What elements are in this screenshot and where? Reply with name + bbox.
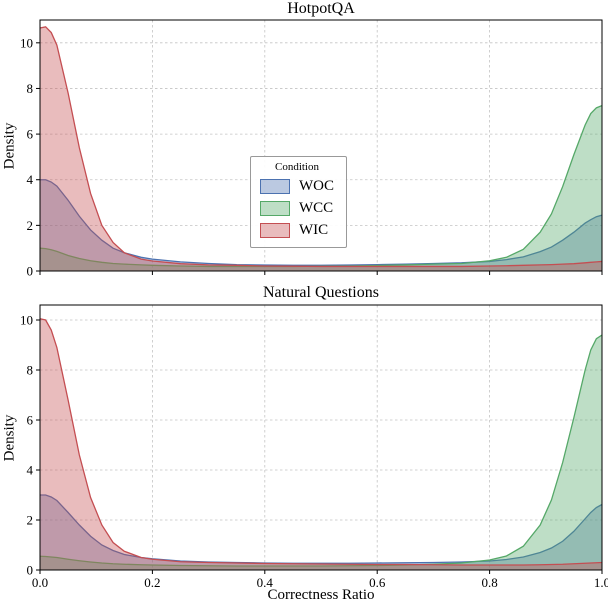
y-tick-label: 6 (27, 413, 34, 428)
y-tick-label: 8 (27, 81, 34, 96)
subplot-title-hotpotqa: HotpotQA (287, 0, 355, 17)
subplot-1: 0 2 4 6 8 10 0.0 0.2 0.4 0.6 0.8 1.0 (20, 304, 608, 590)
axes-spines (39, 19, 603, 272)
y-tick-label: 2 (27, 513, 34, 528)
x-tick-label: 0.0 (32, 575, 48, 590)
legend: Condition WOC WCC WIC (250, 156, 347, 248)
y-tick-label: 4 (27, 172, 34, 187)
legend-item-wic: WIC (260, 222, 334, 239)
legend-item-woc: WOC (260, 178, 334, 195)
y-tick-label: 6 (27, 127, 34, 142)
subplot-title-natural-questions: Natural Questions (263, 284, 379, 301)
y-tick-label: 8 (27, 363, 34, 378)
woc-density-line (40, 179, 603, 266)
x-tick-label: 0.2 (144, 575, 160, 590)
legend-label-woc: WOC (299, 178, 334, 194)
wic-density-area (40, 26, 602, 271)
legend-swatch-wic (260, 223, 290, 238)
y-axis-label-bottom: Density (1, 414, 18, 462)
y-tick-label: 4 (27, 463, 34, 478)
legend-swatch-woc (260, 179, 290, 194)
legend-label-wic: WIC (299, 222, 329, 238)
legend-title: Condition (274, 161, 319, 173)
wcc-density-area (40, 335, 602, 570)
x-tick-label: 0.8 (481, 575, 497, 590)
wic-density-line (39, 26, 603, 268)
x-tick-label: 0.6 (369, 575, 386, 590)
x-tick-label: 0.4 (257, 575, 274, 590)
y-tick-label: 10 (20, 35, 33, 50)
legend-label-wcc: WCC (299, 200, 334, 216)
y-tick-label: 0 (27, 264, 34, 279)
wcc-density-line (39, 334, 603, 567)
y-axis-label-top: Density (1, 122, 18, 170)
legend-item-wcc: WCC (260, 200, 334, 217)
subplot-0: 0 2 4 6 8 10 (20, 19, 603, 279)
y-tick-label: 10 (20, 313, 33, 328)
y-tick-label: 0 (27, 563, 34, 578)
wic-density-line (39, 318, 603, 566)
x-tick-label: 1.0 (594, 575, 608, 590)
axes-spines (39, 304, 603, 571)
wcc-density-area (40, 105, 602, 271)
x-axis-label: Correctness Ratio (267, 587, 375, 603)
legend-swatch-wcc (260, 201, 290, 216)
y-tick-label: 2 (27, 218, 34, 233)
wic-density-area (40, 318, 602, 570)
